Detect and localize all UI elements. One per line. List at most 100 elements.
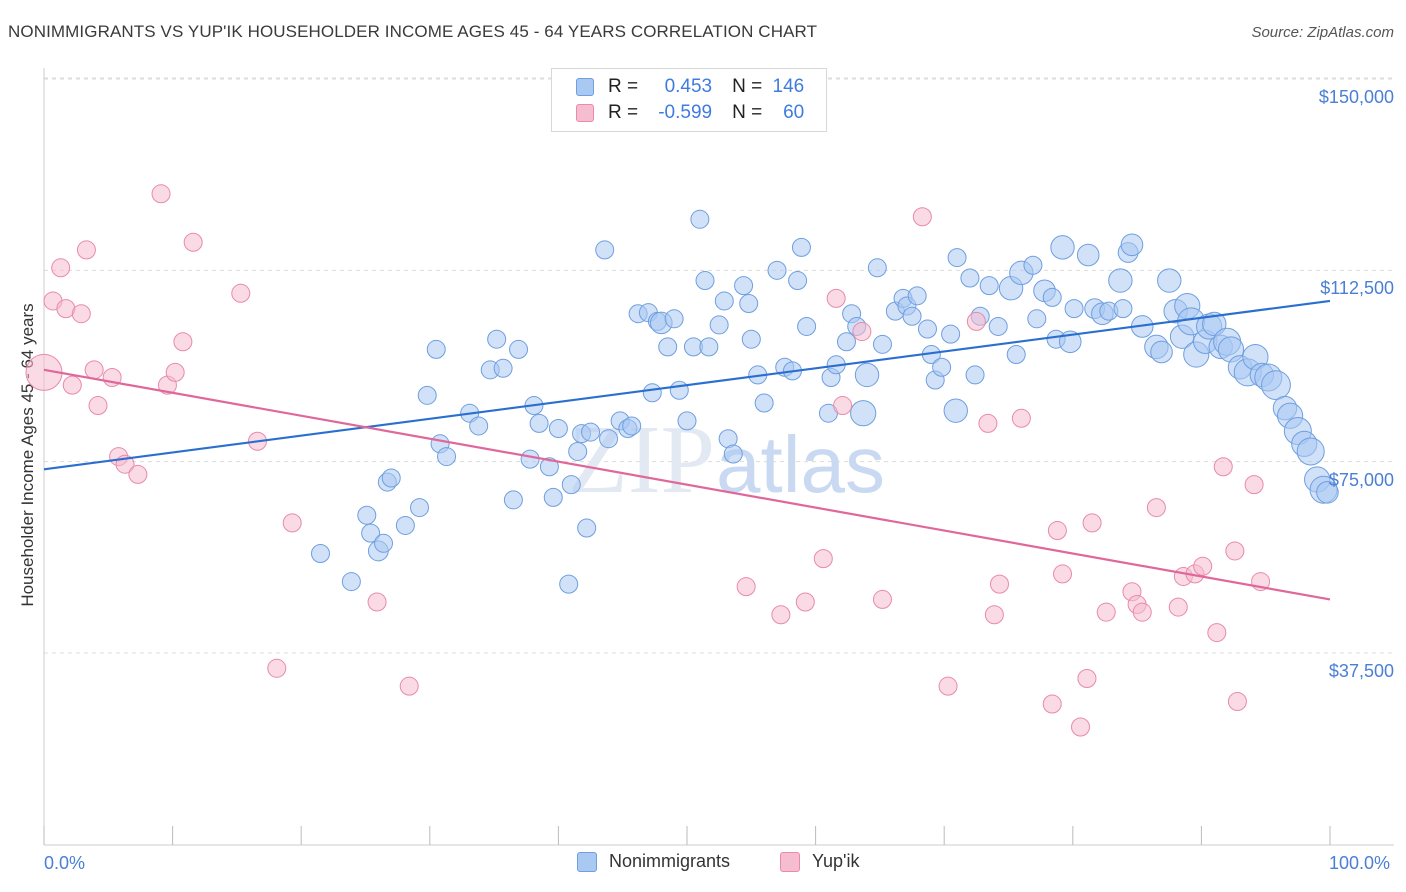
yupik-point (183, 232, 203, 252)
nonimmigrants-point (690, 209, 710, 229)
bottom-legend-nonimmigrants: Nonimmigrants (577, 851, 730, 872)
yupik-point (1071, 717, 1091, 737)
nonimmigrants-point (1296, 437, 1325, 466)
nonimmigrants-point (361, 523, 381, 543)
nonimmigrants-point (599, 429, 619, 449)
yupik-point (1082, 513, 1102, 533)
yupik-point (1213, 457, 1233, 477)
legend-n-value: 146 (772, 76, 805, 97)
nonimmigrants-point (469, 416, 489, 436)
nonimmigrants-point (1027, 309, 1047, 329)
legend: R = 0.453 N = 146 R = -0.599 N = 60 (551, 68, 827, 132)
yupik-point (1168, 597, 1188, 617)
bottom-legend-yupik: Yup'ik (780, 851, 859, 872)
nonimmigrants-point (902, 306, 922, 326)
yupik-point (1053, 564, 1073, 584)
nonimmigrants-point (426, 339, 446, 359)
nonimmigrants-point (581, 422, 601, 442)
nonimmigrants-point (947, 248, 967, 268)
yupik-point (1042, 694, 1062, 714)
nonimmigrants-point (850, 400, 877, 427)
nonimmigrants-point (836, 332, 856, 352)
nonimmigrants-point (709, 315, 729, 335)
nonimmigrants-point (1150, 340, 1173, 364)
yupik-point (51, 258, 71, 278)
nonimmigrants-point (310, 544, 330, 564)
legend-swatch-blue (576, 78, 594, 96)
nonimmigrants-point (1157, 268, 1182, 293)
nonimmigrants-point (357, 505, 377, 525)
yupik-point (88, 396, 108, 416)
nonimmigrants-point (1023, 255, 1043, 275)
axes (43, 68, 1394, 846)
nonimmigrants-point (872, 334, 892, 354)
yupik-point (367, 592, 387, 612)
nonimmigrants-point (1108, 268, 1133, 293)
yupik-point (1096, 602, 1116, 622)
legend-n-label: N = (732, 102, 763, 123)
yupik-point (173, 332, 193, 352)
nonimmigrants-point (1316, 480, 1339, 504)
nonimmigrants-point (917, 319, 937, 339)
yupik-point (771, 605, 791, 625)
yupik-point (151, 184, 171, 204)
trend-lines (43, 299, 1331, 601)
legend-r-label: R = (608, 76, 639, 97)
chart-source: Source: ZipAtlas.com (1251, 24, 1394, 41)
yupik-point (978, 413, 998, 433)
yupik-point (76, 240, 96, 260)
yupik-point (736, 577, 756, 597)
yupik-point (1225, 541, 1245, 561)
nonimmigrants-point (577, 518, 597, 538)
nonimmigrants-point (1113, 299, 1133, 319)
nonimmigrants-point (395, 515, 415, 535)
legend-r-label: R = (608, 102, 639, 123)
nonimmigrants-point (622, 416, 642, 436)
nonimmigrants-point (699, 337, 719, 357)
nonimmigrants-point (341, 572, 361, 592)
nonimmigrants-point (595, 240, 615, 260)
nonimmigrants-point (503, 490, 523, 510)
yupik-point (84, 360, 104, 380)
yupik-point (1227, 691, 1247, 711)
nonimmigrants-point (1120, 233, 1144, 257)
nonimmigrants-point (943, 398, 968, 423)
bottom-legend-swatch-pink (780, 851, 800, 872)
nonimmigrants-point (754, 393, 774, 413)
yupik-point (399, 676, 419, 696)
nonimmigrants-point (932, 357, 952, 377)
yupik-point (826, 288, 846, 308)
nonimmigrants-point (559, 574, 579, 594)
nonimmigrants-point (907, 286, 927, 306)
nonimmigrants-point (539, 457, 559, 477)
yupik-point (989, 574, 1009, 594)
nonimmigrants-point (437, 447, 457, 467)
legend-swatch-pink (576, 104, 594, 122)
nonimmigrants-point (739, 293, 759, 313)
yupik-point (165, 362, 185, 382)
nonimmigrants-point (669, 380, 689, 400)
chart-title: NONIMMIGRANTS VS YUP'IK HOUSEHOLDER INCO… (8, 22, 818, 41)
nonimmigrants-point (1050, 235, 1075, 260)
legend-row-yupik: R = -0.599 N = 60 (576, 100, 804, 126)
yupik-point (1193, 556, 1213, 576)
nonimmigrants-point (664, 309, 684, 329)
yupik-point (984, 605, 1004, 625)
yupik-point (1132, 602, 1152, 622)
nonimmigrants-point (695, 271, 715, 291)
nonimmigrants-point (941, 324, 961, 344)
nonimmigrants-point (867, 258, 887, 278)
nonimmigrants-point (854, 362, 880, 388)
nonimmigrants-point (979, 276, 999, 296)
nonimmigrants-point (677, 411, 697, 431)
yupik-point (1207, 623, 1227, 643)
nonimmigrants-point (642, 383, 662, 403)
yupik-trend-line (43, 368, 1331, 601)
nonimmigrants-point (487, 329, 507, 349)
nonimmigrants-point (741, 329, 761, 349)
nonimmigrants-point (509, 339, 529, 359)
nonimmigrants-point (1006, 345, 1026, 365)
nonimmigrants-point (734, 276, 754, 296)
yupik-point (1011, 408, 1031, 428)
legend-r-value: -0.599 (658, 102, 713, 123)
